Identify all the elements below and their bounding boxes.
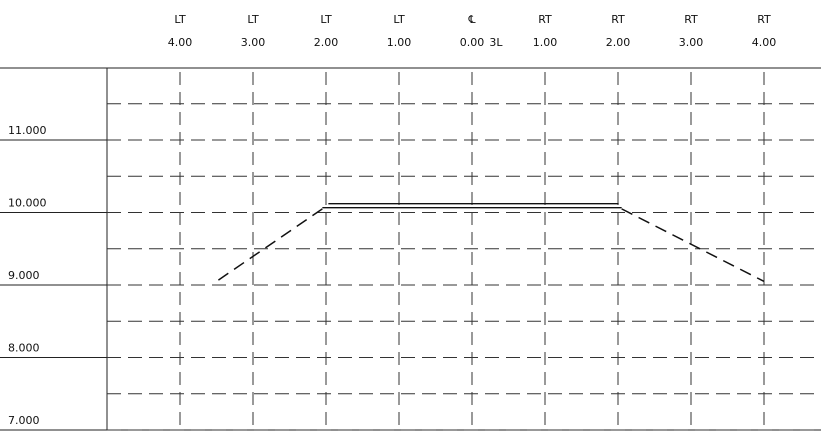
- offset-side-label: LT: [393, 13, 405, 26]
- offset-value-label: 0.00: [460, 36, 485, 49]
- profile-lines: [216, 202, 765, 283]
- offset-value-label: 3.00: [241, 36, 266, 49]
- elevation-label: 10.000: [8, 197, 47, 210]
- elevation-label: 9.000: [8, 269, 40, 282]
- right-side-slope: [621, 208, 765, 283]
- offset-side-label: RT: [538, 13, 552, 26]
- offset-value-label: 4.00: [168, 36, 193, 49]
- offset-side-label: LT: [320, 13, 332, 26]
- offset-value-label: 1.00: [387, 36, 412, 49]
- offset-side-label: RT: [757, 13, 771, 26]
- offset-value-label: 2.00: [606, 36, 631, 49]
- offset-side-label: LT: [174, 13, 186, 26]
- left-side-slope: [216, 208, 323, 282]
- offset-value-label: 4.00: [752, 36, 777, 49]
- offset-header: LT 4.00 LT 3.00 LT 2.00 LT 1.00 ℄ 0.00 RT 1.00 RT 2.0…: [168, 13, 777, 49]
- elevation-labels: 11.000 10.000 9.000 8.000 7.000: [8, 124, 47, 427]
- elevation-label: 8.000: [8, 342, 40, 355]
- centerline-extra-label: 3L: [489, 36, 503, 49]
- offset-value-label: 2.00: [314, 36, 339, 49]
- offset-side-label: LT: [247, 13, 259, 26]
- offset-value-label: 1.00: [533, 36, 558, 49]
- elevation-label: 11.000: [8, 124, 47, 137]
- elevation-label: 7.000: [8, 414, 40, 427]
- offset-value-label: 3.00: [679, 36, 704, 49]
- offset-side-label: ℄: [467, 13, 475, 26]
- offset-side-label: RT: [684, 13, 698, 26]
- grid: [0, 67, 821, 431]
- offset-side-label: RT: [611, 13, 625, 26]
